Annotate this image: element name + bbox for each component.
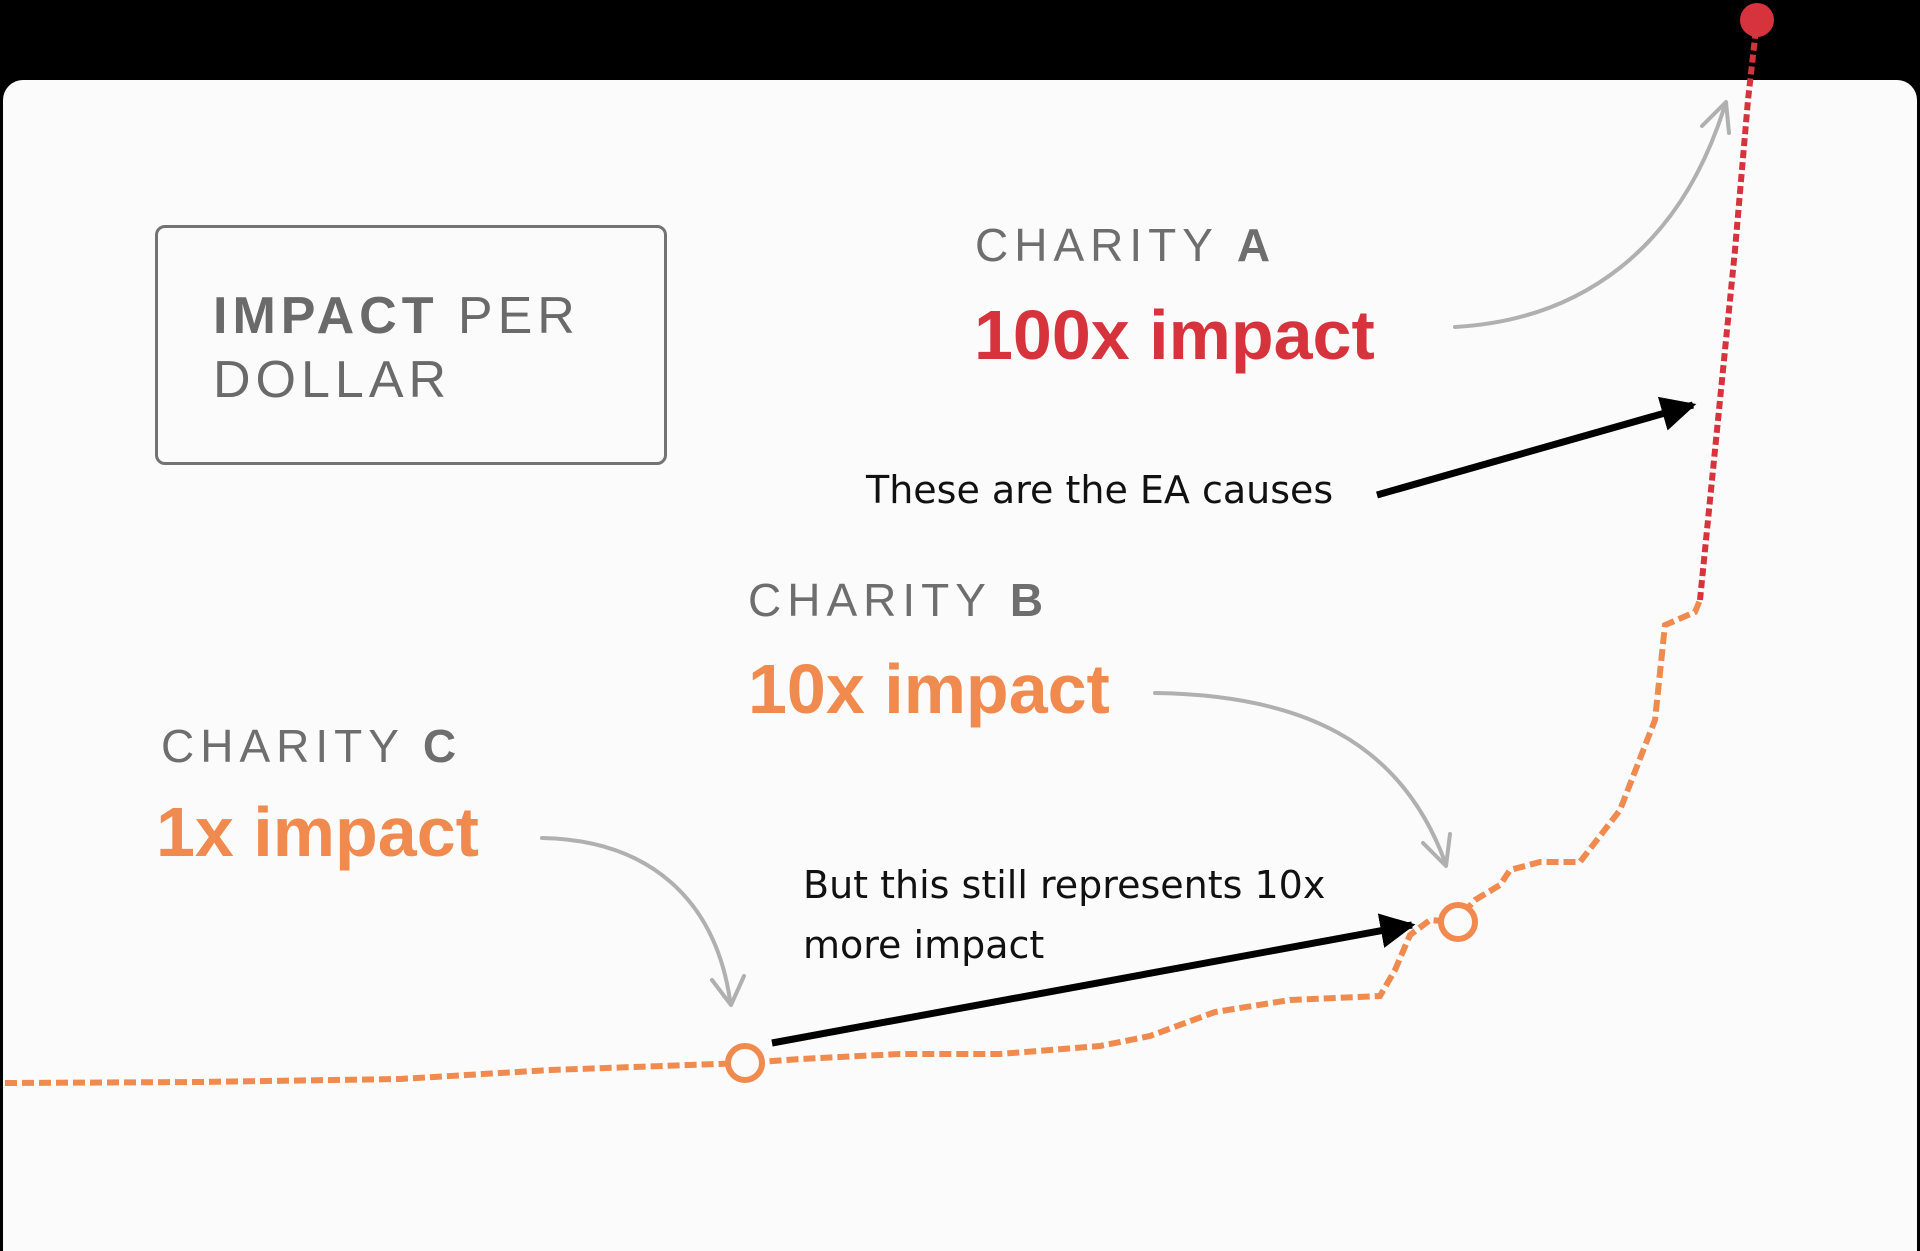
legend-bold: IMPACT (213, 287, 439, 345)
charity-c-impact: 1x impact (156, 793, 479, 871)
charity-c-name: CHARITY C (161, 723, 462, 769)
charity-a-name: CHARITY A (975, 222, 1276, 268)
charity-a-impact: 100x impact (974, 296, 1375, 374)
ea-arrow (1376, 396, 1697, 499)
charity-a-prefix: CHARITY (975, 219, 1219, 271)
charity-b-point (1438, 902, 1478, 942)
ea-causes-annotation: These are the EA causes (866, 468, 1334, 512)
impact-curve-red (1697, 19, 1760, 601)
charity-a-point (1740, 3, 1774, 37)
legend-box: IMPACT PER DOLLAR (155, 225, 667, 465)
charity-a-letter: A (1236, 219, 1277, 271)
charity-a-arrow (1453, 100, 1731, 329)
charity-b-name: CHARITY B (748, 577, 1049, 623)
still-impact-annotation-line2: more impact (803, 923, 1045, 967)
charity-c-prefix: CHARITY (161, 720, 405, 772)
legend-line-1: IMPACT PER (213, 290, 580, 342)
charity-b-letter: B (1009, 574, 1050, 626)
charity-b-impact: 10x impact (748, 650, 1110, 728)
charity-c-point (725, 1043, 765, 1083)
charity-c-arrow (540, 836, 746, 1007)
charity-c-letter: C (422, 720, 463, 772)
legend-line-2: DOLLAR (213, 351, 452, 409)
legend-rest: PER (457, 287, 580, 345)
charity-b-prefix: CHARITY (748, 574, 992, 626)
charity-b-arrow (1153, 691, 1452, 868)
still-impact-annotation-line1: But this still represents 10x (803, 863, 1326, 907)
still-arrow (771, 913, 1416, 1047)
